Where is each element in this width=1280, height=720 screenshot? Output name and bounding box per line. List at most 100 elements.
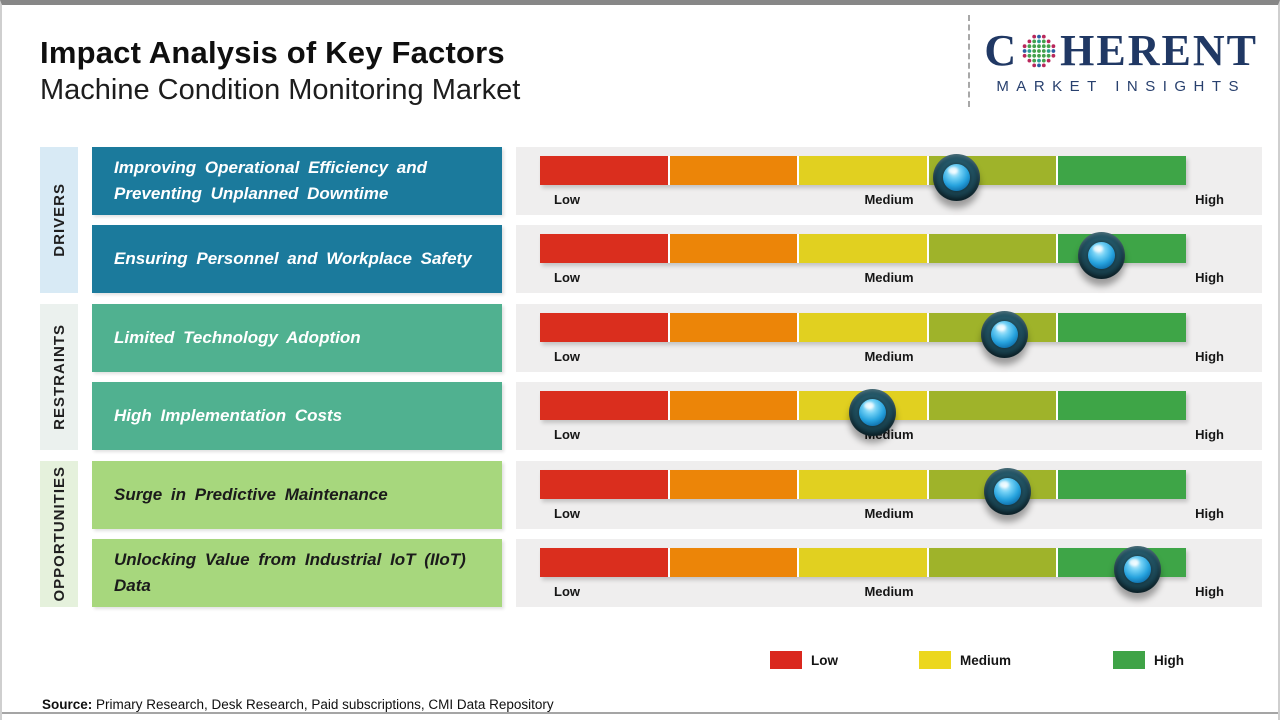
group-label-text: OPPORTUNITIES: [50, 466, 68, 602]
impact-scale-strip: Low Medium High: [516, 147, 1262, 215]
factor-group: RESTRAINTS Limited Technology Adoption L…: [40, 304, 1262, 450]
legend-item: High: [1113, 651, 1184, 669]
bar-segment: [928, 548, 1057, 577]
scale-high-label: High: [1195, 506, 1224, 521]
impact-knob[interactable]: [932, 154, 980, 201]
group-label-text: DRIVERS: [50, 183, 68, 257]
impact-knob[interactable]: [984, 468, 1032, 515]
impact-knob[interactable]: [1113, 546, 1161, 593]
factor-box: Unlocking Value from Industrial IoT (IIo…: [92, 539, 502, 607]
legend-item: Medium: [919, 651, 1113, 669]
bar-segment: [1058, 156, 1186, 185]
impact-bar: [540, 389, 1186, 436]
impact-row: Surge in Predictive Maintenance Low Medi…: [92, 461, 1262, 529]
scale-low-label: Low: [554, 349, 580, 364]
group-rows: Limited Technology Adoption Low Medium H…: [92, 304, 1262, 450]
bar-segment: [540, 470, 668, 499]
bar-segment: [799, 313, 927, 342]
group-label: RESTRAINTS: [40, 304, 78, 450]
factor-label: Limited Technology Adoption: [114, 327, 361, 347]
scale-labels: Low Medium High: [554, 349, 1224, 365]
scale-low-label: Low: [554, 270, 580, 285]
impact-row: Ensuring Personnel and Workplace Safety …: [92, 225, 1262, 293]
bar-segment: [799, 156, 927, 185]
impact-bar: [540, 468, 1186, 515]
factor-box: Surge in Predictive Maintenance: [92, 461, 502, 529]
impact-knob[interactable]: [848, 389, 896, 436]
scale-labels: Low Medium High: [554, 270, 1224, 286]
bar-segment: [540, 548, 668, 577]
bar-segment: [669, 156, 798, 185]
bar-segment: [540, 313, 668, 342]
factor-group: OPPORTUNITIES Surge in Predictive Mainte…: [40, 461, 1262, 607]
scale-high-label: High: [1195, 349, 1224, 364]
legend-swatch: [1113, 651, 1145, 669]
bar-segment: [799, 548, 927, 577]
scale-labels: Low Medium High: [554, 427, 1224, 443]
legend: Low Medium High: [770, 651, 1184, 669]
bar-segment: [1058, 313, 1186, 342]
page-subtitle: Machine Condition Monitoring Market: [40, 74, 521, 106]
impact-bar: [540, 546, 1186, 593]
knob-core: [991, 321, 1019, 348]
factor-box: Improving Operational Efficiency and Pre…: [92, 147, 502, 215]
impact-scale-strip: Low Medium High: [516, 461, 1262, 529]
source-line: Source: Primary Research, Desk Research,…: [42, 697, 554, 712]
bar-segment: [540, 234, 668, 263]
bar-segment: [669, 234, 798, 263]
scale-low-label: Low: [554, 192, 580, 207]
scale-high-label: High: [1195, 192, 1224, 207]
bar-segment: [799, 234, 927, 263]
scale-medium-label: Medium: [864, 270, 914, 285]
scale-medium-label: Medium: [864, 506, 914, 521]
group-label: DRIVERS: [40, 147, 78, 293]
impact-knob[interactable]: [1078, 232, 1126, 279]
legend-label: Medium: [960, 652, 1012, 668]
group-rows: Improving Operational Efficiency and Pre…: [92, 147, 1262, 293]
knob-core: [1088, 242, 1116, 269]
globe-dots-icon: [1022, 34, 1056, 68]
impact-bar: [540, 232, 1186, 279]
dashed-divider: [968, 15, 971, 107]
impact-scale-strip: Low Medium High: [516, 225, 1262, 293]
source-prefix: Source:: [42, 697, 93, 712]
logo-letter-c: C: [984, 26, 1019, 75]
scale-labels: Low Medium High: [554, 584, 1224, 600]
factor-label: Unlocking Value from Industrial IoT (IIo…: [114, 549, 466, 595]
bar-segment: [1058, 391, 1186, 420]
logo-wordmark: C HERENT: [984, 29, 1258, 73]
factor-box: Limited Technology Adoption: [92, 304, 502, 372]
legend-swatch: [770, 651, 802, 669]
impact-bar: [540, 311, 1186, 358]
source-text: Primary Research, Desk Research, Paid su…: [92, 697, 554, 712]
group-label-text: RESTRAINTS: [50, 324, 68, 430]
bar-segment: [799, 470, 927, 499]
impact-row: Improving Operational Efficiency and Pre…: [92, 147, 1262, 215]
impact-bar: [540, 154, 1186, 201]
scale-low-label: Low: [554, 584, 580, 599]
knob-core: [1123, 556, 1151, 583]
header: Impact Analysis of Key Factors Machine C…: [2, 5, 1278, 145]
knob-core: [942, 164, 970, 191]
factor-box: Ensuring Personnel and Workplace Safety: [92, 225, 502, 293]
footer-rule: [2, 712, 1278, 714]
factor-box: High Implementation Costs: [92, 382, 502, 450]
scale-low-label: Low: [554, 506, 580, 521]
factor-label: Improving Operational Efficiency and Pre…: [114, 157, 428, 203]
knob-core: [858, 399, 886, 426]
scale-medium-label: Medium: [864, 584, 914, 599]
page-title: Impact Analysis of Key Factors: [40, 35, 505, 70]
impact-knob[interactable]: [981, 311, 1029, 358]
bar-segment: [540, 156, 668, 185]
impact-scale-strip: Low Medium High: [516, 539, 1262, 607]
logo-letters-herent: HERENT: [1060, 26, 1258, 75]
bar-segment: [1058, 470, 1186, 499]
scale-labels: Low Medium High: [554, 192, 1224, 208]
impact-row: High Implementation Costs Low Medium Hig…: [92, 382, 1262, 450]
bar-segment: [540, 391, 668, 420]
bar-segment: [669, 470, 798, 499]
bar-segment: [669, 548, 798, 577]
bar-segment: [928, 234, 1057, 263]
logo-block: C HERENT MARKET INSIGHTS: [984, 15, 1258, 96]
